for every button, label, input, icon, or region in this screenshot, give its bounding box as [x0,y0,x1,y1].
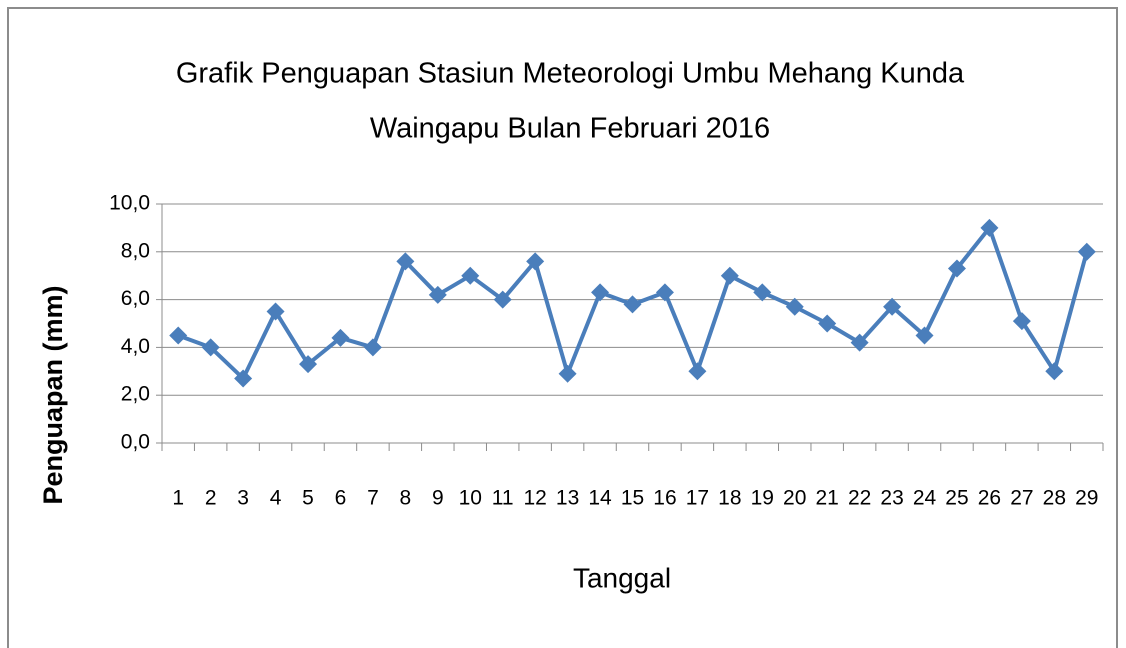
point-marker [623,295,642,314]
point-marker [785,297,804,316]
x-tick-label: 17 [686,487,709,510]
y-tick-label: 0,0 [121,431,150,454]
x-tick-label: 28 [1043,487,1066,510]
y-tick-label: 2,0 [121,383,150,406]
point-marker [558,364,577,383]
point-marker [688,362,707,381]
point-marker [169,326,188,345]
x-tick-label: 29 [1075,487,1098,510]
x-tick-label: 9 [432,487,444,510]
x-tick-label: 6 [335,487,347,510]
x-tick-label: 23 [880,487,903,510]
x-tick-label: 16 [653,487,676,510]
x-tick-label: 1 [172,487,184,510]
chart-title: Waingapu Bulan Februari 2016 [370,113,770,145]
x-tick-label: 21 [816,487,839,510]
x-tick-label: 18 [718,487,741,510]
point-marker [1012,312,1031,331]
x-tick-label: 26 [978,487,1001,510]
x-tick-label: 8 [400,487,412,510]
point-marker [947,259,966,278]
point-marker [655,283,674,302]
point-marker [493,290,512,309]
x-tick-label: 14 [588,487,612,510]
point-marker [1077,242,1096,261]
x-tick-label: 11 [492,487,514,510]
point-marker [331,328,350,347]
x-tick-label: 20 [783,487,806,510]
point-marker [980,218,999,237]
y-tick-label: 6,0 [121,287,150,310]
x-tick-label: 10 [459,487,482,510]
x-tick-label: 19 [751,487,774,510]
point-marker [720,266,739,285]
x-tick-label: 13 [556,487,579,510]
point-marker [818,314,837,333]
point-marker [396,252,415,271]
point-marker [526,252,545,271]
x-tick-label: 24 [913,487,937,510]
point-marker [883,297,902,316]
point-marker [753,283,772,302]
y-axis-label: Penguapan (mm) [38,285,68,504]
point-marker [266,302,285,321]
y-tick-label: 4,0 [121,335,150,358]
chart-frame [7,7,1118,648]
x-tick-label: 7 [367,487,379,510]
x-tick-label: 3 [237,487,249,510]
y-tick-label: 10,0 [109,192,150,215]
x-tick-label: 22 [848,487,871,510]
x-tick-label: 2 [205,487,217,510]
point-marker [1045,362,1064,381]
y-tick-label: 8,0 [121,239,150,262]
x-tick-label: 25 [945,487,968,510]
point-marker [201,338,220,357]
x-tick-label: 27 [1010,487,1033,510]
point-marker [591,283,610,302]
point-marker [428,285,447,304]
x-tick-label: 12 [523,487,546,510]
x-axis-label: Tanggal [573,562,671,593]
point-marker [363,338,382,357]
point-marker [850,333,869,352]
x-tick-label: 15 [621,487,644,510]
x-tick-label: 4 [270,487,282,510]
point-marker [299,355,318,374]
point-marker [461,266,480,285]
chart-title: Grafik Penguapan Stasiun Meteorologi Umb… [176,58,965,90]
point-marker [915,326,934,345]
point-marker [234,369,253,388]
x-tick-label: 5 [302,487,314,510]
